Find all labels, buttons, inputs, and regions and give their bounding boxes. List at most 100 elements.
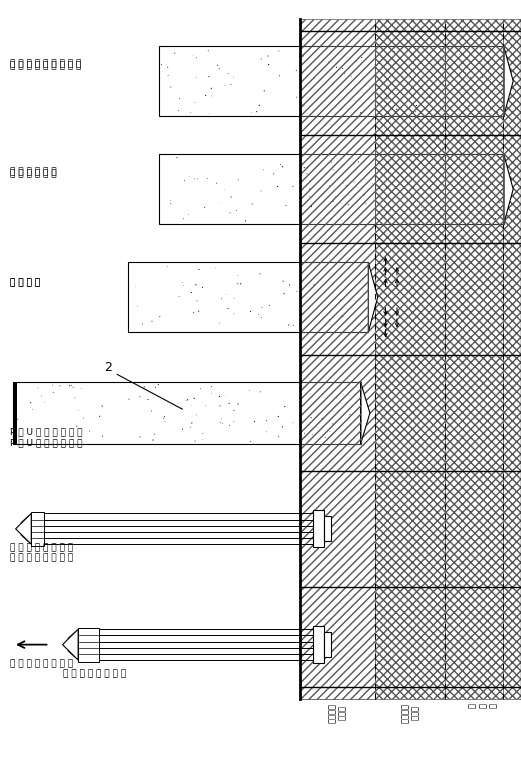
Polygon shape	[368, 262, 378, 332]
Point	[412, 100, 420, 112]
Point	[216, 416, 224, 428]
Point	[337, 310, 345, 323]
Point	[279, 161, 287, 173]
Point	[308, 428, 316, 441]
Point	[215, 390, 224, 402]
Point	[307, 411, 315, 424]
Point	[306, 388, 315, 400]
Point	[15, 431, 23, 443]
Text: 非湿陷性
黄土层: 非湿陷性 黄土层	[401, 703, 420, 723]
Point	[327, 156, 336, 168]
Point	[413, 45, 421, 57]
Point	[303, 162, 311, 174]
Point	[299, 50, 307, 63]
Point	[417, 201, 426, 214]
Point	[310, 279, 318, 291]
Bar	[300, 19, 375, 699]
Point	[342, 180, 351, 192]
Point	[230, 308, 238, 320]
Point	[77, 382, 85, 394]
Point	[230, 415, 238, 428]
Bar	[300, 154, 375, 224]
Point	[395, 59, 403, 71]
Point	[188, 399, 196, 411]
Point	[292, 64, 301, 76]
Bar	[300, 31, 375, 46]
Point	[233, 278, 242, 290]
Point	[292, 91, 301, 103]
Point	[154, 378, 163, 391]
Point	[298, 99, 306, 111]
Point	[187, 286, 195, 299]
Point	[196, 383, 205, 395]
Point	[125, 393, 133, 405]
Point	[354, 156, 363, 168]
Point	[217, 412, 226, 425]
Point	[446, 203, 455, 215]
Text: 加 载 插 十 回 拔: 加 载 插 十 回 拔	[10, 169, 57, 178]
Point	[337, 214, 345, 226]
Point	[346, 285, 355, 297]
Point	[182, 394, 190, 406]
Point	[164, 61, 172, 73]
Point	[279, 275, 287, 287]
Point	[164, 69, 172, 82]
Text: 加 载 区 施 载 对 预 湿 十: 加 载 区 施 载 对 预 湿 十	[10, 59, 82, 69]
Point	[280, 288, 288, 300]
Point	[166, 195, 175, 207]
Point	[275, 45, 283, 57]
Point	[27, 397, 35, 409]
Point	[73, 420, 81, 432]
Point	[49, 386, 57, 398]
Point	[305, 191, 314, 203]
Bar	[300, 381, 361, 444]
Bar	[445, 46, 503, 116]
Point	[98, 430, 107, 442]
Point	[191, 435, 200, 447]
Point	[180, 174, 189, 187]
Point	[176, 92, 184, 104]
Text: 加 载 插 十 回 拔: 加 载 插 十 回 拔	[10, 168, 57, 177]
Point	[175, 290, 183, 303]
Point	[263, 425, 271, 438]
Point	[188, 417, 196, 429]
Point	[487, 203, 495, 215]
Text: P 工 U 加 载 插 十 成 孔: P 工 U 加 载 插 十 成 孔	[10, 438, 83, 447]
Point	[220, 183, 228, 195]
Point	[257, 311, 266, 323]
Bar	[159, 154, 504, 224]
Point	[493, 106, 502, 118]
Point	[185, 170, 194, 182]
Point	[356, 319, 364, 331]
Point	[192, 71, 201, 83]
Point	[156, 310, 164, 323]
Point	[194, 305, 203, 317]
Point	[205, 107, 214, 120]
Point	[201, 201, 209, 214]
Point	[178, 423, 187, 435]
Point	[300, 427, 308, 439]
Text: 2: 2	[104, 361, 112, 374]
Point	[135, 391, 144, 403]
Point	[325, 313, 333, 326]
Point	[179, 279, 188, 292]
Text: 现场黄土
湿陷层: 现场黄土 湿陷层	[328, 703, 347, 723]
Bar	[128, 262, 368, 332]
Point	[318, 387, 326, 399]
Bar	[503, 46, 504, 116]
Point	[256, 268, 264, 280]
Point	[224, 303, 232, 315]
Text: 加 载 插 入: 加 载 插 入	[10, 279, 41, 288]
Point	[144, 394, 152, 406]
Point	[339, 310, 347, 323]
Point	[339, 388, 348, 401]
Point	[218, 417, 227, 429]
Point	[339, 177, 348, 189]
Point	[34, 381, 42, 394]
Point	[237, 278, 245, 290]
Point	[226, 419, 234, 432]
Bar	[78, 628, 99, 662]
Point	[150, 428, 158, 440]
Point	[256, 386, 265, 398]
Point	[95, 410, 104, 422]
